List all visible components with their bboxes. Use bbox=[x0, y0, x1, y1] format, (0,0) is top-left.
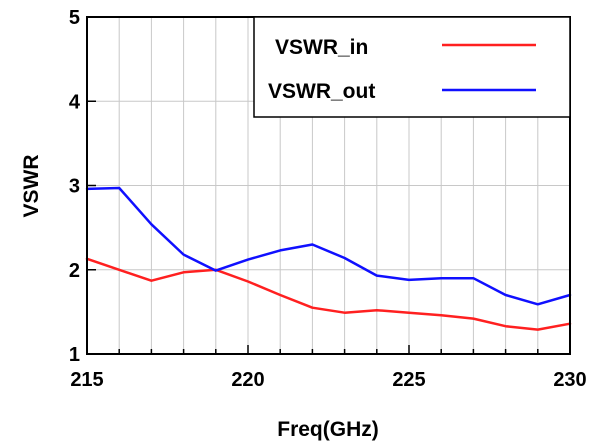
y-tick-label: 1 bbox=[69, 344, 80, 366]
y-tick-label: 4 bbox=[69, 91, 81, 113]
x-tick-label: 225 bbox=[392, 369, 425, 391]
x-tick-label: 215 bbox=[70, 369, 103, 391]
y-tick-label: 3 bbox=[69, 176, 80, 198]
y-tick-label: 5 bbox=[69, 7, 80, 29]
series-line-vswr-in bbox=[85, 257, 572, 331]
x-tick-label: 230 bbox=[553, 369, 586, 391]
legend-box bbox=[253, 16, 571, 118]
series-lines bbox=[85, 186, 572, 331]
tick-labels: 215 220 225 230 1 2 3 4 5 bbox=[69, 7, 587, 391]
legend-label-vswr-out: VSWR_out bbox=[268, 80, 375, 103]
x-axis-title: Freq(GHz) bbox=[277, 418, 379, 441]
x-tick-label: 220 bbox=[231, 369, 264, 391]
legend-label-vswr-in: VSWR_in bbox=[275, 36, 368, 59]
y-tick-label: 2 bbox=[69, 260, 80, 282]
legend: VSWR_in VSWR_out bbox=[253, 16, 571, 118]
series-line-vswr-out bbox=[85, 186, 572, 306]
y-axis-title: VSWR bbox=[20, 155, 43, 218]
